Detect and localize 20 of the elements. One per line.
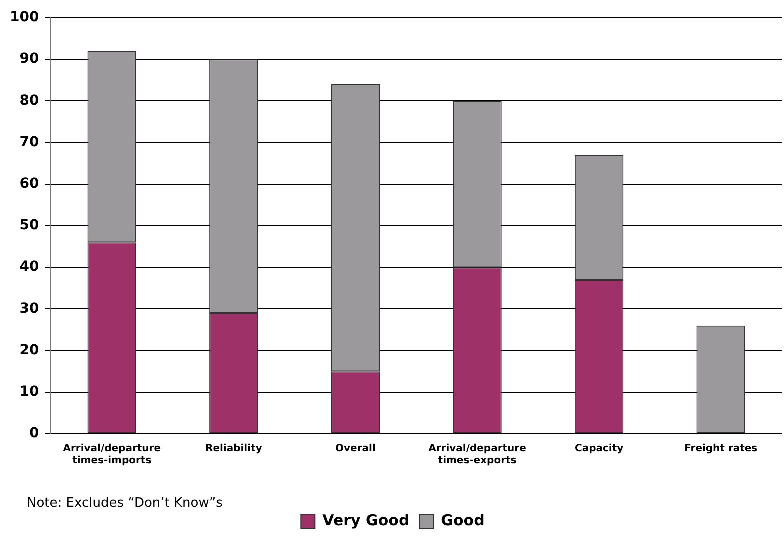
y-tick-label: 60 (20, 176, 40, 192)
x-tick-label: Arrival/departure times-exports (428, 444, 527, 467)
text: Note: Excludes “Don’t Know”s (27, 496, 223, 511)
y-tick-label: 70 (20, 134, 40, 150)
y-tick-label: 20 (20, 342, 40, 358)
y-tick-label: 30 (20, 300, 40, 317)
x-tick-label: Arrival/departure times-imports (63, 444, 162, 467)
x-tick-label: Overall (336, 444, 376, 455)
legend-label: Very Good (322, 511, 410, 530)
y-tick-label: 10 (20, 384, 40, 400)
legend-label: Good (441, 511, 485, 530)
y-tick-label: 90 (20, 51, 40, 68)
y-tick-label: 100 (10, 10, 40, 26)
y-tick-label: 40 (20, 259, 40, 276)
x-tick-label: Reliability (206, 444, 263, 455)
x-tick-label: Capacity (574, 444, 624, 455)
x-tick-label: Freight rates (684, 444, 758, 455)
y-tick-label: 50 (20, 218, 40, 234)
y-tick-label: 80 (20, 92, 40, 109)
y-tick-label: 0 (29, 426, 40, 442)
